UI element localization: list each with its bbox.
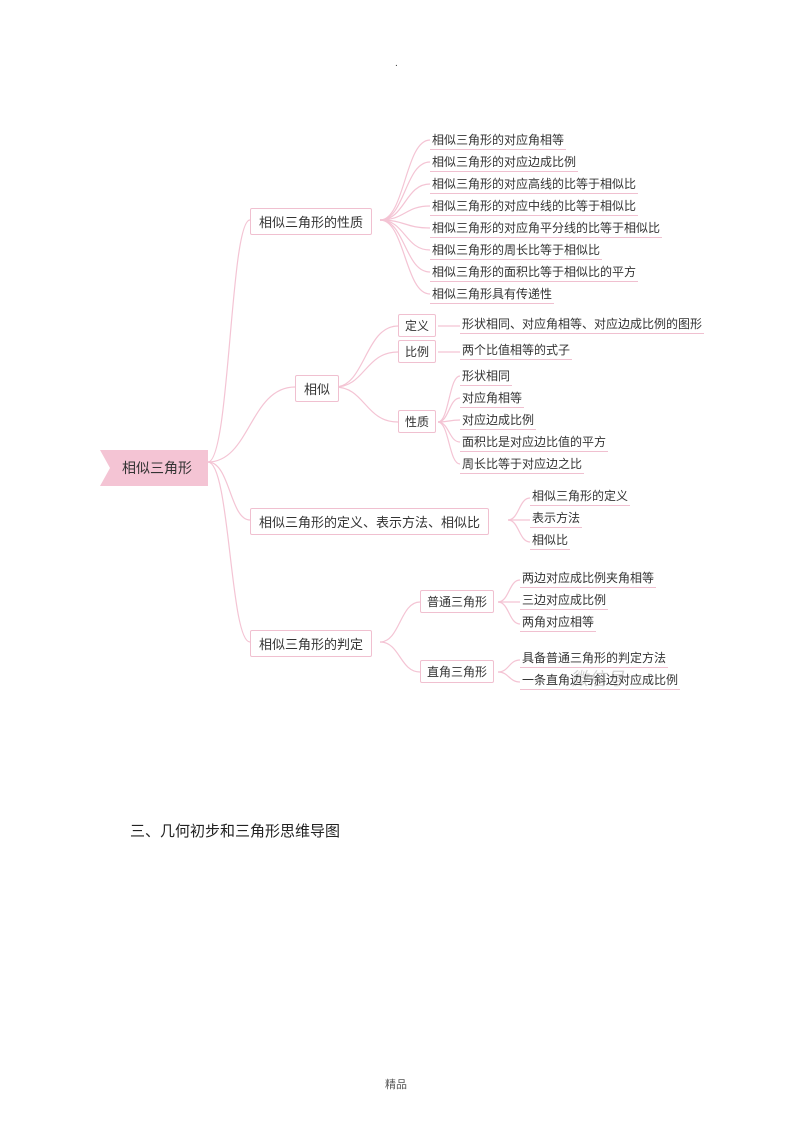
leaf: 对应角相等	[460, 388, 524, 408]
sub-ordinary-triangle: 普通三角形	[420, 590, 494, 613]
leaf: 相似三角形的定义	[530, 486, 630, 506]
leaf: 对应边成比例	[460, 410, 536, 430]
leaf: 两边对应成比例夹角相等	[520, 568, 656, 588]
leaf: 相似三角形的对应角相等	[430, 130, 566, 150]
sub-ratio: 比例	[398, 340, 436, 363]
mindmap-container: 相似三角形 相似三角形的性质 相似三角形的对应角相等 相似三角形的对应边成比例 …	[100, 130, 780, 750]
sub-property: 性质	[398, 410, 436, 433]
leaf: 面积比是对应边比值的平方	[460, 432, 608, 452]
leaf: 周长比等于对应边之比	[460, 454, 584, 474]
branch-properties: 相似三角形的性质	[250, 208, 372, 235]
leaf: 三边对应成比例	[520, 590, 608, 610]
leaf: 形状相同	[460, 366, 512, 386]
watermark: 微信号	[570, 665, 624, 691]
branch-similar: 相似	[295, 375, 339, 402]
leaf: 两角对应相等	[520, 612, 596, 632]
root-node: 相似三角形	[100, 450, 208, 486]
leaf: 两个比值相等的式子	[460, 340, 572, 360]
leaf: 相似比	[530, 530, 570, 550]
leaf: 相似三角形的对应角平分线的比等于相似比	[430, 218, 662, 238]
sub-definition: 定义	[398, 314, 436, 337]
leaf: 相似三角形具有传递性	[430, 284, 554, 304]
leaf: 表示方法	[530, 508, 582, 528]
section-caption: 三、几何初步和三角形思维导图	[130, 820, 340, 841]
top-marker: .	[395, 58, 398, 69]
leaf: 相似三角形的对应中线的比等于相似比	[430, 196, 638, 216]
leaf: 相似三角形的面积比等于相似比的平方	[430, 262, 638, 282]
leaf: 形状相同、对应角相等、对应边成比例的图形	[460, 314, 704, 334]
leaf: 相似三角形的周长比等于相似比	[430, 240, 602, 260]
leaf: 相似三角形的对应高线的比等于相似比	[430, 174, 638, 194]
leaf: 相似三角形的对应边成比例	[430, 152, 578, 172]
branch-def-notation-ratio: 相似三角形的定义、表示方法、相似比	[250, 508, 489, 535]
page-footer: 精品	[385, 1076, 407, 1092]
sub-right-triangle: 直角三角形	[420, 660, 494, 683]
branch-criteria: 相似三角形的判定	[250, 630, 372, 657]
